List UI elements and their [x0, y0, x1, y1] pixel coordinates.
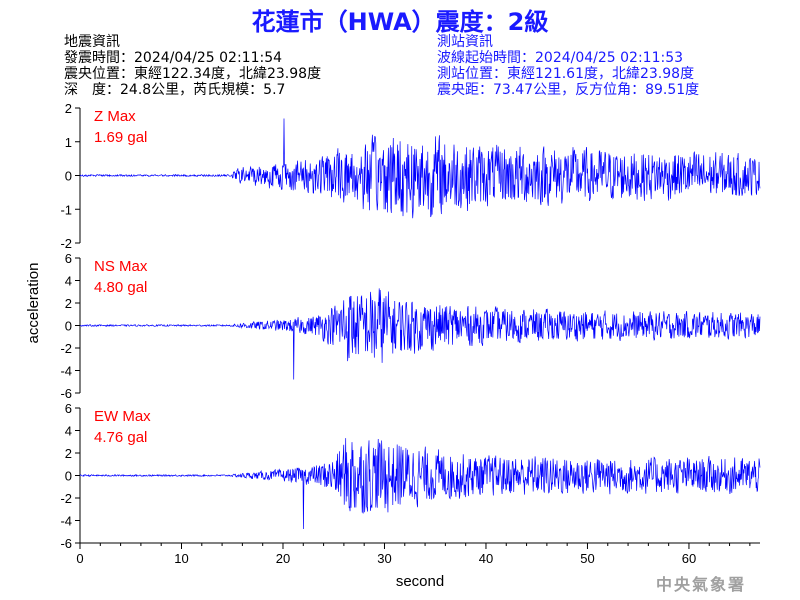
station-info-heading: 測站資訊 — [437, 34, 493, 50]
y-tick-label: 6 — [65, 251, 72, 266]
quake-info-heading: 地震資訊 — [64, 34, 120, 50]
y-tick-label: 6 — [65, 401, 72, 416]
y-tick-label: 0 — [65, 319, 72, 334]
max-label-ns: NS Max — [94, 258, 148, 275]
y-tick-label: 2 — [65, 446, 72, 461]
y-tick-label: -2 — [60, 236, 72, 251]
x-tick-label: 20 — [276, 551, 290, 566]
x-tick-label: 50 — [580, 551, 594, 566]
waveform-start-time: 波線起始時間：2024/04/25 02:11:53 — [437, 50, 684, 66]
y-axis-label: acceleration — [25, 263, 42, 344]
y-tick-label: -2 — [60, 341, 72, 356]
y-tick-label: -1 — [60, 202, 72, 217]
x-tick-label: 10 — [174, 551, 188, 566]
y-tick-label: 2 — [65, 296, 72, 311]
station-info: 測站資訊 波線起始時間：2024/04/25 02:11:53 測站位置：東經1… — [437, 34, 699, 98]
y-tick-label: 2 — [65, 101, 72, 116]
waveform-trace-z — [79, 118, 761, 219]
depth-magnitude: 深 度：24.8公里，芮氏規模：5.7 — [64, 82, 286, 98]
x-tick-label: 40 — [479, 551, 493, 566]
y-tick-label: -2 — [60, 491, 72, 506]
waveform-trace-ns — [79, 288, 761, 380]
epicenter-location: 震央位置：東經122.34度，北緯23.98度 — [64, 66, 322, 82]
station-location: 測站位置：東經121.61度，北緯23.98度 — [437, 66, 695, 82]
x-tick-label: 30 — [377, 551, 391, 566]
y-tick-label: -4 — [60, 364, 72, 379]
y-tick-label: 0 — [65, 169, 72, 184]
max-value-ns: 4.80 gal — [94, 279, 147, 296]
y-tick-label: -6 — [60, 536, 72, 551]
y-tick-label: 0 — [65, 469, 72, 484]
epicentral-distance: 震央距：73.47公里，反方位角：89.51度 — [437, 82, 700, 98]
y-tick-label: 1 — [65, 135, 72, 150]
waveform-trace-ew — [79, 438, 761, 530]
x-tick-label: 0 — [76, 551, 83, 566]
y-tick-label: -6 — [60, 386, 72, 401]
x-axis-label: second — [396, 573, 444, 590]
max-value-z: 1.69 gal — [94, 129, 147, 146]
quake-info: 地震資訊 發震時間：2024/04/25 02:11:54 震央位置：東經122… — [64, 34, 321, 98]
y-tick-label: 4 — [65, 424, 72, 439]
agency-credit: 中央氣象署 — [656, 575, 747, 594]
max-value-ew: 4.76 gal — [94, 429, 147, 446]
origin-time: 發震時間：2024/04/25 02:11:54 — [64, 50, 283, 66]
y-tick-label: 4 — [65, 274, 72, 289]
chart-title: 花蓮市（HWA）震度：2級 — [251, 8, 549, 36]
max-label-ew: EW Max — [94, 408, 151, 425]
max-label-z: Z Max — [94, 108, 136, 125]
y-tick-label: -4 — [60, 514, 72, 529]
x-tick-label: 60 — [682, 551, 696, 566]
